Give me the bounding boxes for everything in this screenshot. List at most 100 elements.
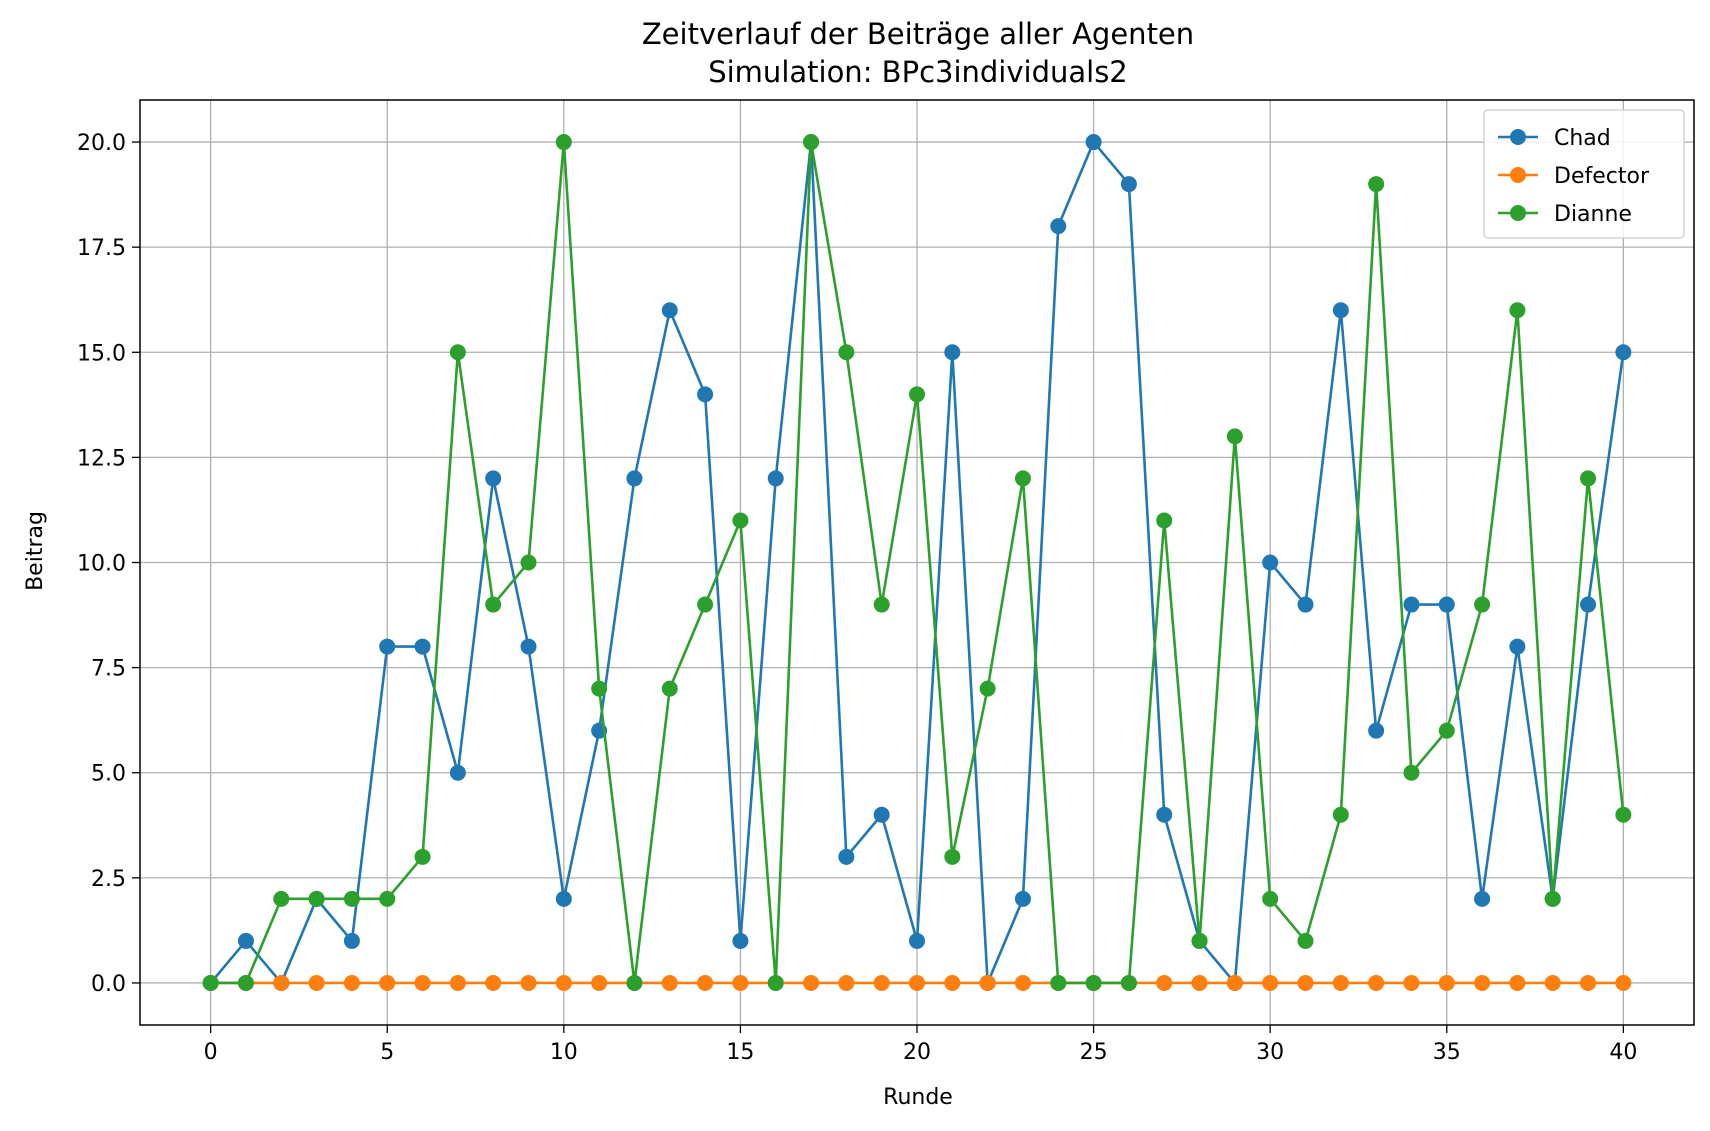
data-point-chad — [1297, 596, 1314, 613]
data-point-chad — [944, 344, 961, 361]
x-tick-label: 15 — [726, 1040, 754, 1065]
data-point-chad — [449, 764, 466, 781]
data-point-chad — [1615, 344, 1632, 361]
data-point-dianne — [202, 974, 219, 991]
data-point-dianne — [1544, 890, 1561, 907]
data-point-dianne — [803, 134, 820, 151]
chart-subtitle: Simulation: BPc3individuals2 — [708, 55, 1128, 89]
data-point-defector — [343, 974, 360, 991]
x-tick-label: 5 — [380, 1040, 394, 1065]
data-point-chad — [626, 470, 643, 487]
data-point-dianne — [1226, 428, 1243, 445]
data-point-dianne — [1509, 302, 1526, 319]
data-point-dianne — [909, 386, 925, 403]
y-tick-label: 10.0 — [77, 552, 126, 577]
data-point-chad — [1368, 722, 1385, 739]
data-point-defector — [555, 974, 572, 991]
data-point-dianne — [697, 596, 714, 613]
data-point-defector — [449, 974, 466, 991]
x-tick-label: 10 — [550, 1040, 578, 1065]
data-point-defector — [1262, 974, 1279, 991]
legend-label: Chad — [1554, 126, 1611, 151]
data-point-dianne — [873, 596, 890, 613]
data-point-defector — [1297, 974, 1314, 991]
series-layer — [202, 134, 1632, 991]
data-point-chad — [237, 932, 254, 949]
data-point-defector — [414, 974, 431, 991]
data-point-defector — [1474, 974, 1491, 991]
data-point-chad — [555, 890, 572, 907]
data-point-dianne — [1615, 806, 1632, 823]
data-point-chad — [732, 932, 749, 949]
data-point-dianne — [661, 680, 678, 697]
data-point-defector — [591, 974, 608, 991]
data-point-dianne — [1580, 470, 1597, 487]
data-point-defector — [732, 974, 749, 991]
data-point-dianne — [1014, 470, 1031, 487]
x-tick-label: 40 — [1609, 1040, 1637, 1065]
data-point-dianne — [1156, 512, 1173, 529]
data-point-chad — [414, 638, 431, 655]
x-tick-label: 25 — [1080, 1040, 1108, 1065]
y-tick-label: 20.0 — [77, 131, 126, 156]
data-point-chad — [1120, 176, 1137, 193]
data-point-dianne — [343, 890, 360, 907]
data-point-chad — [697, 386, 714, 403]
legend-item-dianne: Dianne — [1498, 202, 1632, 227]
data-point-chad — [1262, 554, 1279, 571]
data-point-chad — [1509, 638, 1526, 655]
data-point-dianne — [379, 890, 396, 907]
y-axis-label: Beitrag — [23, 511, 48, 591]
legend-box — [1483, 109, 1685, 239]
data-point-dianne — [1332, 806, 1349, 823]
y-tick-label: 12.5 — [77, 446, 126, 471]
data-point-chad — [1050, 218, 1067, 235]
series-defector — [202, 974, 1632, 991]
data-point-chad — [1580, 596, 1597, 613]
data-point-defector — [838, 974, 855, 991]
data-point-chad — [767, 470, 784, 487]
data-point-dianne — [591, 680, 608, 697]
data-point-chad — [1332, 302, 1349, 319]
series-dianne — [202, 134, 1632, 991]
data-point-dianne — [1262, 890, 1279, 907]
data-point-dianne — [1050, 974, 1067, 991]
data-point-chad — [1474, 890, 1491, 907]
y-tick-label: 7.5 — [91, 657, 126, 682]
data-point-defector — [909, 974, 925, 991]
data-point-dianne — [449, 344, 466, 361]
data-point-dianne — [1085, 974, 1102, 991]
data-point-dianne — [555, 134, 572, 151]
data-point-dianne — [1438, 722, 1455, 739]
data-point-defector — [1615, 974, 1632, 991]
data-point-chad — [520, 638, 537, 655]
data-point-defector — [520, 974, 537, 991]
legend-item-defector: Defector — [1498, 164, 1650, 189]
data-point-defector — [1580, 974, 1597, 991]
data-point-dianne — [1191, 932, 1208, 949]
legend: Chad Defector Dianne — [1483, 109, 1685, 239]
x-tick-label: 30 — [1256, 1040, 1284, 1065]
data-point-dianne — [767, 974, 784, 991]
data-point-defector — [944, 974, 961, 991]
data-point-chad — [838, 848, 855, 865]
data-point-dianne — [1297, 932, 1314, 949]
data-point-dianne — [414, 848, 431, 865]
data-point-chad — [485, 470, 502, 487]
data-point-chad — [379, 638, 396, 655]
data-point-dianne — [1474, 596, 1491, 613]
data-point-chad — [661, 302, 678, 319]
data-point-defector — [1544, 974, 1561, 991]
data-point-chad — [1403, 596, 1420, 613]
data-point-dianne — [944, 848, 961, 865]
data-point-defector — [979, 974, 996, 991]
data-point-defector — [1438, 974, 1455, 991]
data-point-defector — [379, 974, 396, 991]
data-point-dianne — [237, 974, 254, 991]
data-point-defector — [485, 974, 502, 991]
data-point-defector — [273, 974, 290, 991]
data-point-dianne — [979, 680, 996, 697]
data-point-chad — [1014, 890, 1031, 907]
